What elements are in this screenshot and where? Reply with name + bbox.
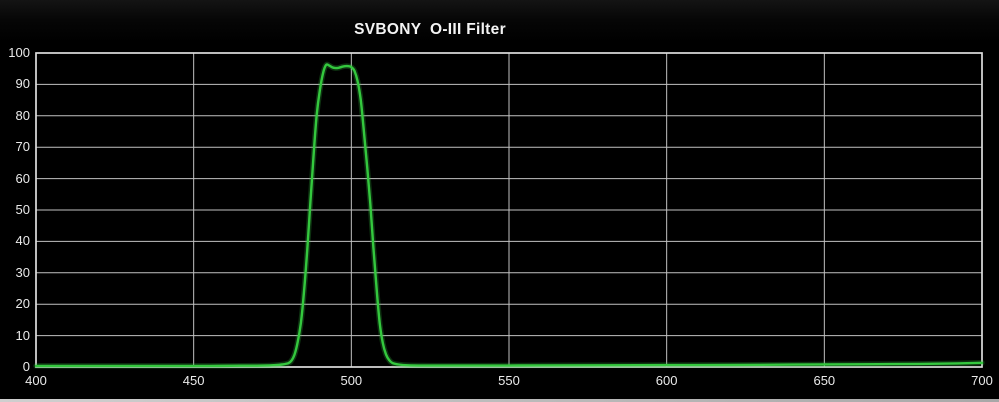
y-tick-label: 60 — [15, 170, 30, 186]
x-tick-label: 500 — [340, 373, 363, 388]
x-tick-label: 400 — [25, 373, 47, 388]
y-tick-label: 20 — [15, 296, 30, 312]
x-tick-label: 650 — [813, 373, 836, 388]
photo-edge-strip — [0, 399, 999, 402]
y-tick-label: 80 — [15, 107, 30, 123]
y-tick-label: 30 — [15, 264, 30, 280]
x-tick-label: 600 — [655, 373, 678, 388]
brand-text: SVBONY — [354, 21, 422, 38]
chart-title: SVBONY O-III Filter — [354, 21, 506, 39]
x-axis-labels: 400 450 500 550 600 650 700 — [0, 373, 999, 391]
filter-name-text: O-III Filter — [429, 21, 506, 38]
transmission-curve — [34, 63, 984, 368]
y-tick-label: 90 — [15, 76, 30, 92]
plot-frame — [35, 52, 983, 368]
y-tick-label: 100 — [8, 45, 30, 60]
y-axis-labels: 0 10 20 30 40 50 60 70 80 90 100 — [0, 0, 30, 402]
y-tick-label: 10 — [15, 327, 30, 343]
y-tick-label: 40 — [15, 233, 30, 249]
y-tick-label: 0 — [22, 359, 30, 374]
gridlines — [36, 53, 982, 367]
x-tick-label: 450 — [182, 373, 205, 388]
x-tick-label: 550 — [498, 373, 520, 388]
y-tick-label: 50 — [15, 202, 30, 217]
x-tick-label: 700 — [971, 373, 993, 388]
y-tick-label: 70 — [15, 139, 30, 155]
